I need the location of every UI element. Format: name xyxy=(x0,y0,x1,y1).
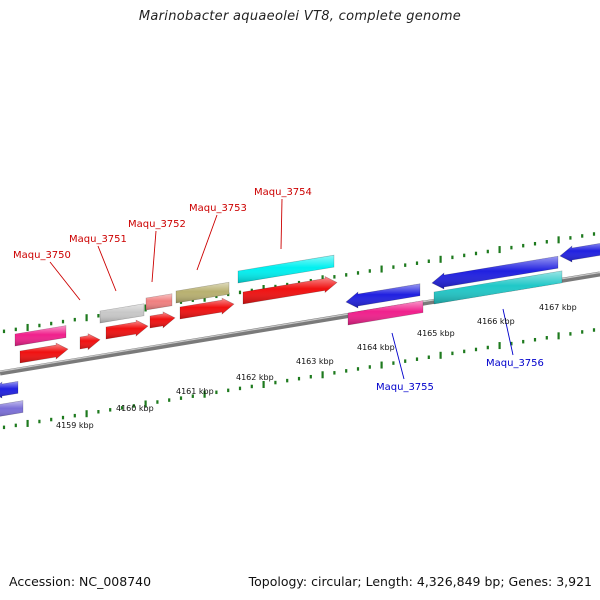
cds-red-3 xyxy=(105,319,149,340)
cds-2 xyxy=(0,400,24,417)
ruler-layer xyxy=(2,232,596,430)
forward-leader-line xyxy=(196,214,218,271)
forward-gene-label: Maqu_3754 xyxy=(254,187,312,198)
ruler-kbp-label: 4163 kbp xyxy=(296,357,334,366)
gene-cyan xyxy=(237,254,335,284)
gene-khaki xyxy=(175,281,230,304)
forward-leader-line xyxy=(151,230,157,283)
cds-red-6 xyxy=(242,275,338,305)
reverse-leader-line xyxy=(502,308,514,356)
cds-1 xyxy=(0,381,19,399)
ruler-kbp-label: 4161 kbp xyxy=(176,387,214,396)
label-leader-layer xyxy=(49,198,514,380)
gene-grey xyxy=(99,303,145,324)
ruler-kbp-label: 4162 kbp xyxy=(236,373,274,382)
gene-salmon xyxy=(145,293,173,311)
forward-leader-line xyxy=(280,198,283,250)
forward-gene-label: Maqu_3752 xyxy=(128,219,186,230)
feature-layer xyxy=(0,243,600,417)
gene-magenta-2 xyxy=(347,300,424,326)
forward-leader-line xyxy=(97,245,117,292)
ruler-kbp-label: 4165 kbp xyxy=(417,329,455,338)
cds-blue-3 xyxy=(559,243,600,263)
forward-gene-label: Maqu_3753 xyxy=(189,203,247,214)
reverse-gene-label: Maqu_3756 xyxy=(486,358,544,369)
cds-red-4 xyxy=(149,311,176,329)
cds-red-5 xyxy=(179,297,235,320)
cds-red-2 xyxy=(79,333,101,351)
reverse-gene-label: Maqu_3755 xyxy=(376,382,434,393)
forward-gene-label: Maqu_3751 xyxy=(69,234,127,245)
forward-gene-label: Maqu_3750 xyxy=(13,250,71,261)
ruler-kbp-label: 4167 kbp xyxy=(539,303,577,312)
ruler-kbp-label: 4159 kbp xyxy=(56,421,94,430)
map-title: Marinobacter aquaeolei VT8, complete gen… xyxy=(138,9,462,24)
cds-blue-2 xyxy=(431,255,559,290)
genome-summary-text: Topology: circular; Length: 4,326,849 bp… xyxy=(248,574,592,589)
forward-leader-line xyxy=(49,261,81,301)
ruler-kbp-label: 4160 kbp xyxy=(116,404,154,413)
accession-text: Accession: NC_008740 xyxy=(9,574,152,589)
cds-red-1 xyxy=(19,342,69,364)
reverse-leader-line xyxy=(391,332,405,380)
ruler-kbp-label: 4166 kbp xyxy=(477,317,515,326)
ruler-lower xyxy=(2,328,596,430)
cds-blue-1 xyxy=(345,283,421,309)
gene-teal xyxy=(433,270,563,305)
gene-magenta-1 xyxy=(14,325,67,347)
ruler-kbp-label: 4164 kbp xyxy=(357,343,395,352)
